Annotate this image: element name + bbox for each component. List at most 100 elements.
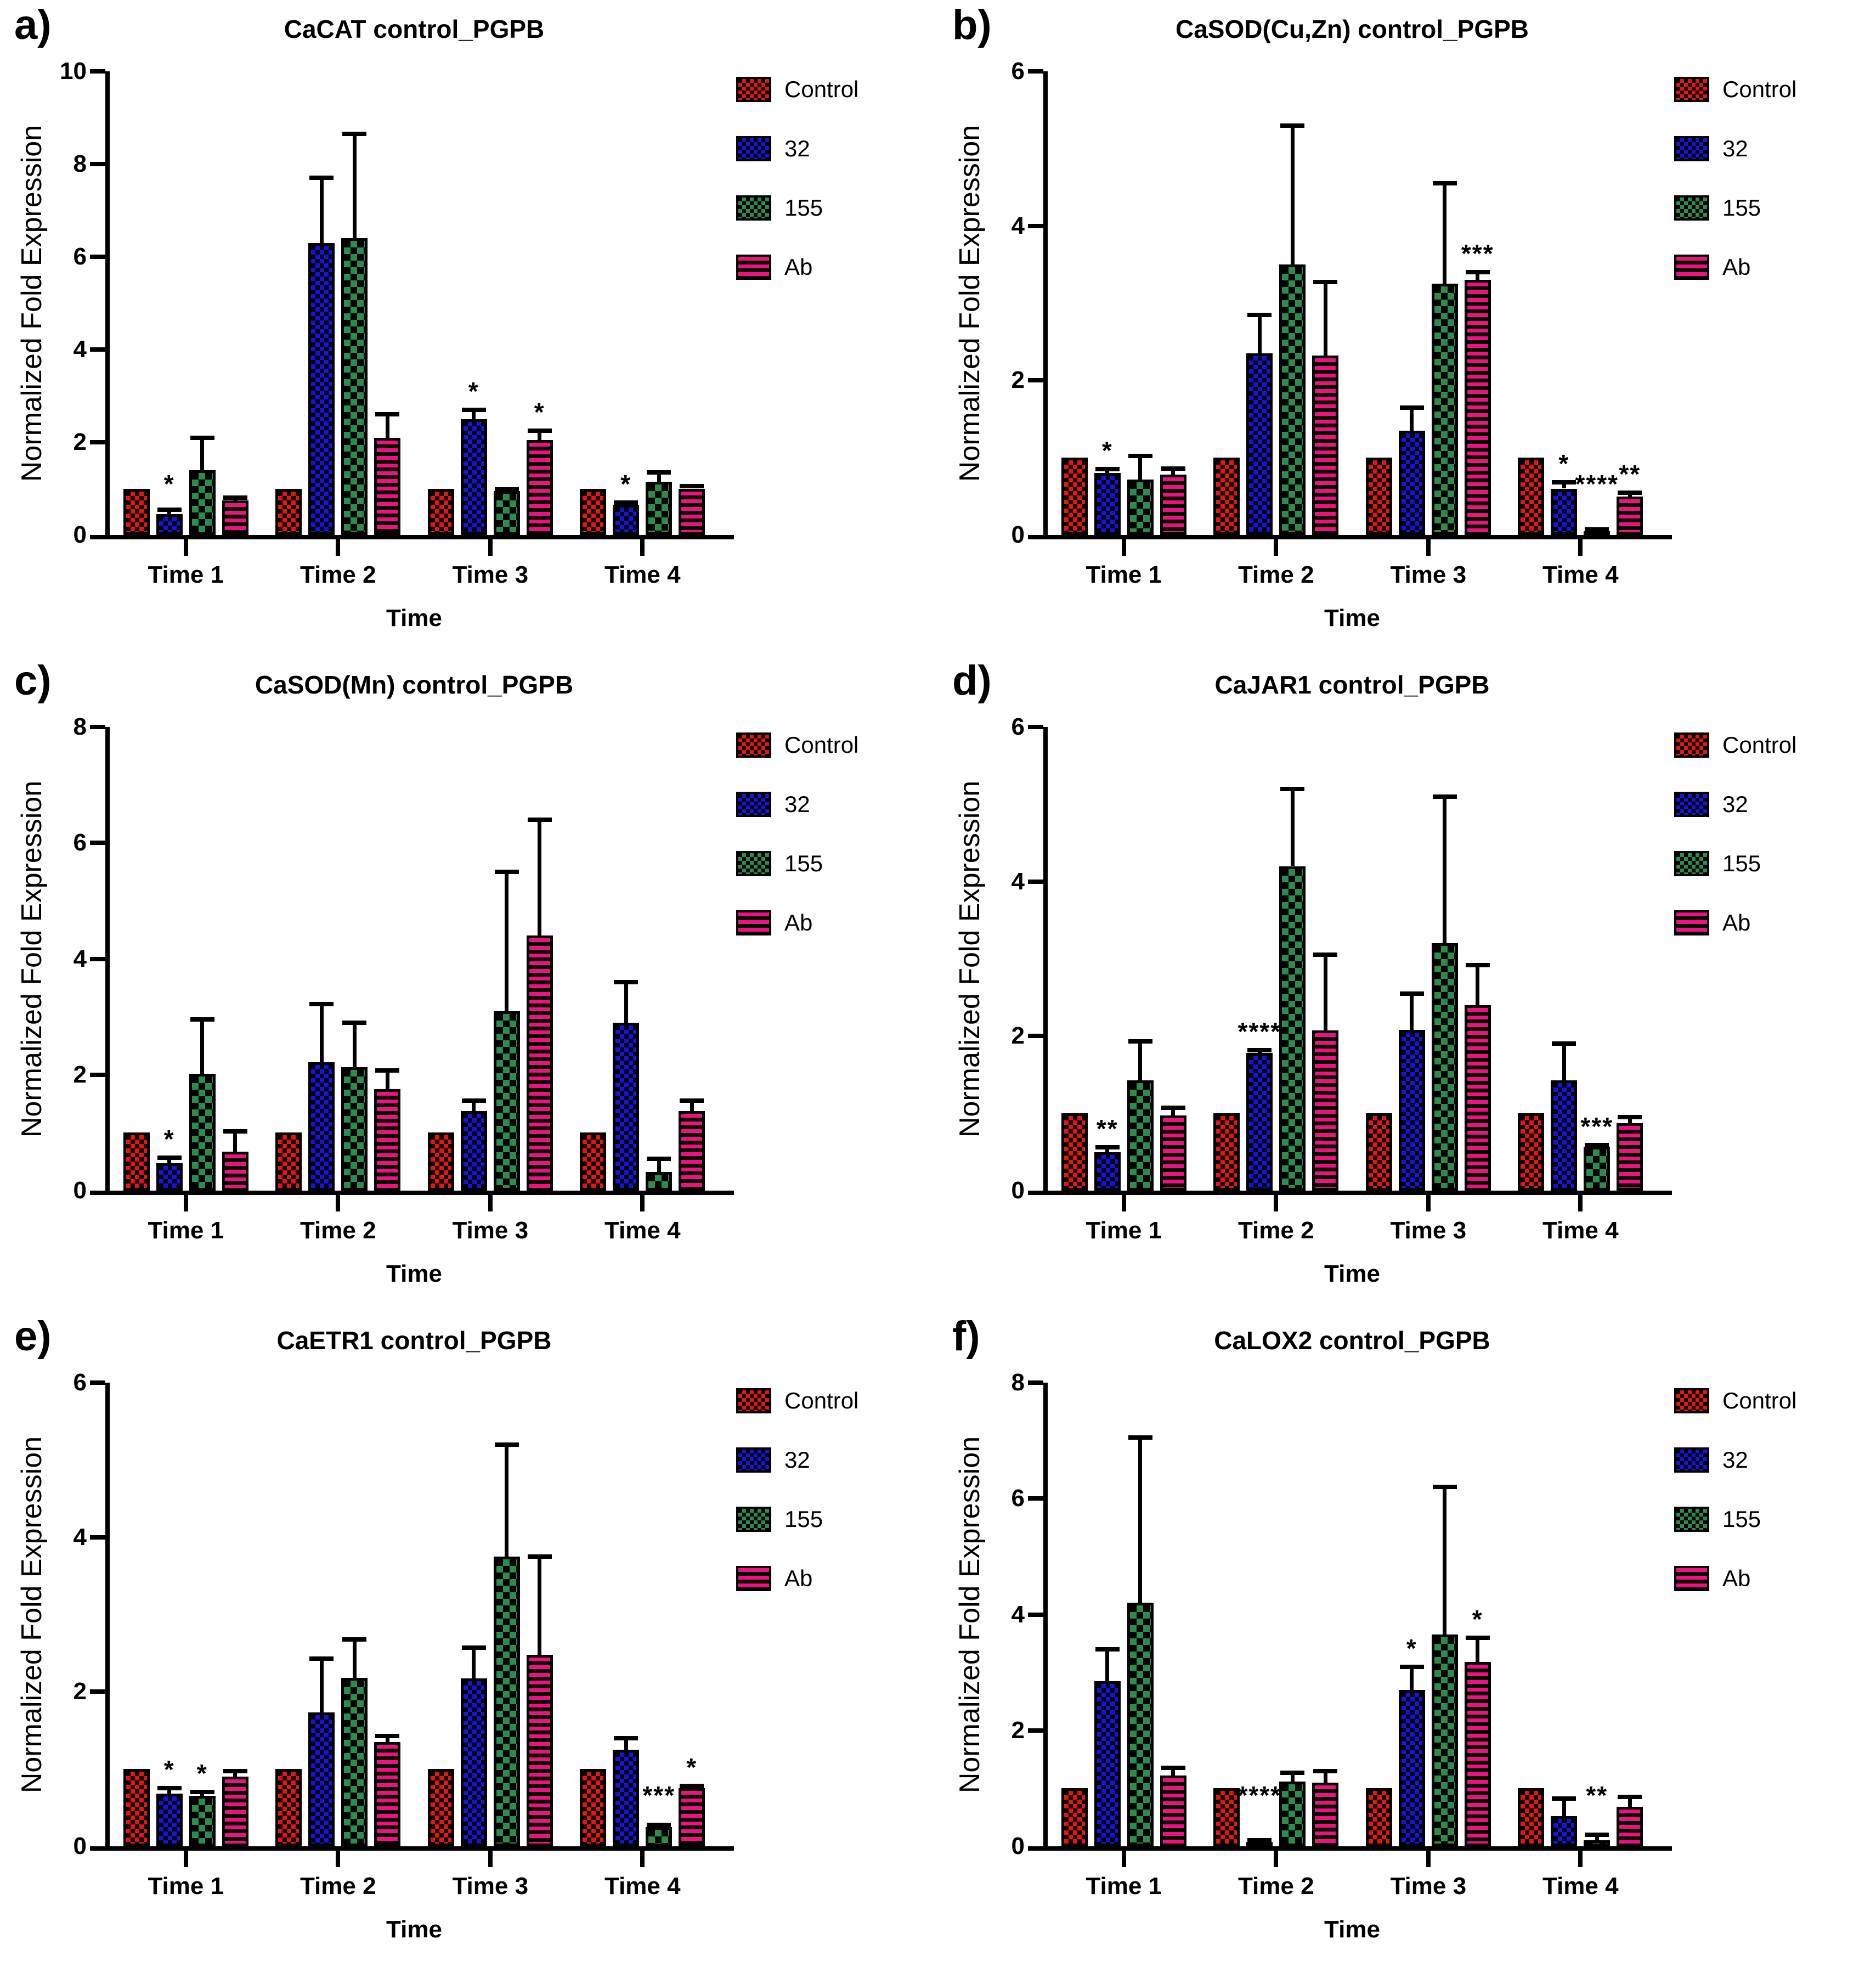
significance-stars: * xyxy=(1101,436,1113,465)
y-tick xyxy=(90,162,105,166)
significance-stars: * xyxy=(163,1755,175,1784)
bar-ab-t4 xyxy=(679,488,705,535)
x-tick xyxy=(1121,1851,1126,1867)
error-bar-stem xyxy=(319,1658,324,1713)
y-tick-label: 6 xyxy=(73,1369,87,1396)
y-tick xyxy=(1028,535,1043,539)
y-tick xyxy=(90,725,105,729)
error-bar-stem xyxy=(1410,993,1414,1030)
bar-ab-t1 xyxy=(1160,1115,1186,1191)
x-tick-label: Time 2 xyxy=(300,1217,376,1244)
bar-ab-t4 xyxy=(1617,1123,1643,1191)
legend-label: Ab xyxy=(1722,1565,1751,1591)
x-axis xyxy=(105,1191,734,1195)
bar-155-t1 xyxy=(189,470,216,535)
chart-panel-e: e) CaETR1 control_PGPB Normalized Fold Exp… xyxy=(0,1311,938,1967)
error-bar-stem xyxy=(1257,314,1262,354)
bar-ab-t2 xyxy=(1312,1782,1339,1846)
x-tick xyxy=(640,1195,645,1211)
x-tick-label: Time 3 xyxy=(452,1217,529,1244)
error-bar-stem xyxy=(1171,468,1176,475)
bar-32-t4 xyxy=(1551,1816,1578,1846)
error-bar-stem xyxy=(385,1070,389,1090)
bar-155-t4 xyxy=(646,1172,673,1191)
legend-swatch-32 xyxy=(736,792,771,817)
error-bar-stem xyxy=(538,430,542,440)
y-tick xyxy=(90,1072,105,1077)
legend-label: 32 xyxy=(784,791,810,817)
chart-panel-b: b) CaSOD(Cu,Zn) control_PGPB Normalized Fo… xyxy=(938,0,1876,656)
error-bar-cap xyxy=(680,484,704,489)
x-axis xyxy=(105,535,734,539)
bar-control-t4 xyxy=(1518,458,1545,535)
bar-ab-t2 xyxy=(374,1741,401,1846)
legend-swatch-ab xyxy=(736,1566,771,1591)
y-tick-label: 10 xyxy=(60,58,87,84)
bar-155-t4 xyxy=(1584,531,1611,537)
error-bar-cap xyxy=(494,487,519,492)
error-bar-cap xyxy=(342,1020,367,1025)
x-tick xyxy=(488,1851,493,1867)
legend-label: Control xyxy=(784,1388,859,1413)
panel-letter: e) xyxy=(14,1313,52,1360)
error-bar-stem xyxy=(385,414,389,438)
x-axis-title: Time xyxy=(1324,1916,1380,1943)
error-bar-cap xyxy=(1618,490,1642,495)
error-bar-stem xyxy=(319,1004,324,1062)
x-tick-label: Time 2 xyxy=(300,1873,376,1900)
chart-title: CaJAR1 control_PGPB xyxy=(1214,670,1490,699)
significance-stars: ** xyxy=(1096,1114,1118,1143)
bar-control-t3 xyxy=(1365,1788,1392,1846)
error-bar-cap xyxy=(1280,123,1305,128)
y-tick-label: 6 xyxy=(1011,713,1025,740)
bar-32-t2 xyxy=(1246,353,1273,535)
y-tick-label: 6 xyxy=(73,829,87,856)
bar-155-t2 xyxy=(1279,264,1306,535)
legend-swatch-ab xyxy=(736,255,771,280)
error-bar-cap xyxy=(527,1554,552,1559)
x-tick-label: Time 2 xyxy=(1238,1217,1314,1244)
error-bar-cap xyxy=(1161,1106,1185,1111)
bar-32-t1 xyxy=(1094,1681,1121,1846)
error-bar-cap xyxy=(1432,1485,1457,1490)
error-bar-cap xyxy=(614,1735,638,1740)
chart-title: CaSOD(Cu,Zn) control_PGPB xyxy=(1175,15,1529,43)
legend-swatch-155 xyxy=(736,1507,771,1532)
bar-ab-t1 xyxy=(222,500,248,535)
y-tick xyxy=(1028,1380,1043,1385)
error-bar-cap xyxy=(1313,1768,1338,1773)
y-tick-label: 2 xyxy=(73,1678,87,1705)
error-bar-stem xyxy=(1562,1044,1566,1080)
significance-stars: * xyxy=(196,1759,208,1788)
error-bar-stem xyxy=(1105,1147,1110,1152)
y-tick xyxy=(90,1191,105,1195)
bar-155-t3 xyxy=(493,1011,520,1191)
bar-ab-t1 xyxy=(1160,475,1186,535)
significance-stars: * xyxy=(686,1753,698,1782)
legend-swatch-32 xyxy=(736,1447,771,1473)
legend-label: 32 xyxy=(1722,136,1748,161)
y-tick-label: 4 xyxy=(73,336,87,363)
x-tick xyxy=(1426,1195,1431,1211)
bar-ab-t4 xyxy=(679,1788,705,1846)
legend-label: 155 xyxy=(784,850,823,876)
error-bar-stem xyxy=(538,1556,542,1655)
legend-label: 32 xyxy=(1722,1447,1748,1473)
bar-32-t3 xyxy=(1398,430,1425,535)
error-bar-cap xyxy=(1465,270,1490,275)
error-bar-stem xyxy=(385,1735,389,1742)
bar-control-t3 xyxy=(427,1132,454,1191)
error-bar-cap xyxy=(1465,962,1490,967)
error-bar-cap xyxy=(1095,1647,1120,1652)
significance-stars: * xyxy=(620,469,632,498)
error-bar-cap xyxy=(527,818,552,822)
bar-control-t1 xyxy=(1061,1113,1088,1191)
significance-stars: * xyxy=(163,1124,175,1153)
x-axis-title: Time xyxy=(386,1916,442,1943)
x-tick-label: Time 3 xyxy=(1390,1873,1467,1900)
y-axis-title: Normalized Fold Expression xyxy=(16,1436,48,1793)
error-bar-cap xyxy=(647,1156,671,1161)
x-tick-label: Time 4 xyxy=(604,1873,681,1900)
chart-title: CaSOD(Mn) control_PGPB xyxy=(255,670,574,699)
x-axis xyxy=(1043,535,1672,539)
